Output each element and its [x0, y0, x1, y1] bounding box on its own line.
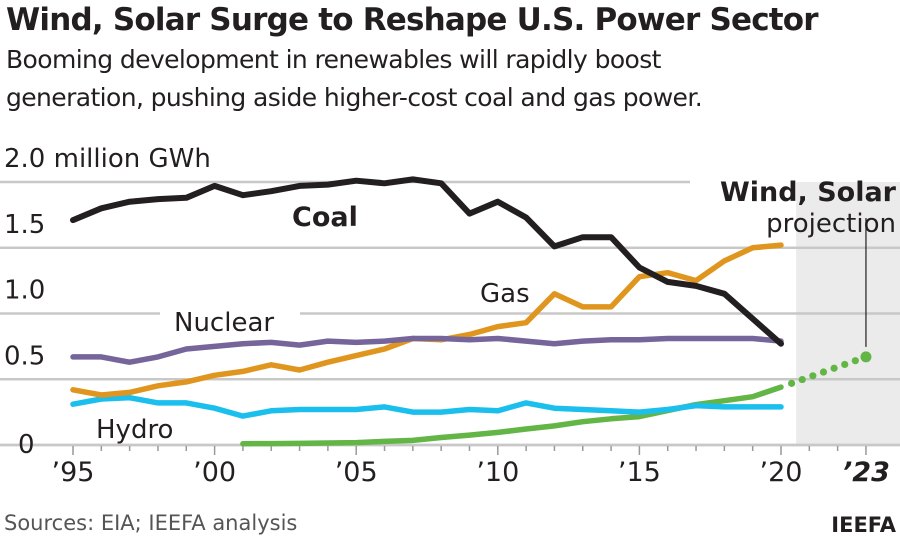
y-axis-labels: 0 0.5 1.0 1.5 2.0 million GWh — [4, 144, 211, 460]
y-tick-label: 2.0 million GWh — [4, 144, 211, 174]
x-tick-label: ’95 — [52, 457, 95, 488]
projection-dot — [819, 368, 828, 376]
series-line-nuclear — [70, 335, 784, 365]
projection-dot — [841, 360, 849, 369]
projection-endpoint — [860, 351, 872, 363]
y-tick-label: 1.0 — [4, 276, 45, 306]
chart-subtitle-line-1: Booming development in renewables will r… — [6, 45, 661, 74]
chart-subtitle-line-2: generation, pushing aside higher-cost co… — [6, 83, 703, 112]
x-tick-label: ’23 — [842, 457, 890, 488]
x-tick-label: ’10 — [476, 457, 519, 488]
projection-dot — [788, 379, 796, 387]
projection-label-bold: Wind, Solar — [720, 177, 897, 208]
y-tick-label: 1.5 — [4, 210, 45, 240]
x-tick-label: ’00 — [193, 457, 236, 488]
series-label-coal: Coal — [292, 202, 358, 233]
series-line-hydro — [70, 394, 784, 419]
series-label-gas: Gas — [480, 279, 530, 309]
projection-dot — [798, 375, 806, 384]
y-tick-label: 0 — [18, 430, 35, 460]
x-axis-ticks — [72, 446, 867, 455]
x-tick-label: ’20 — [760, 457, 803, 488]
x-axis-labels: ’95 ’00 ’05 ’10 ’15 ’20 ’23 — [52, 457, 890, 488]
x-tick-label: ’15 — [618, 457, 661, 488]
projection-dot — [809, 372, 817, 380]
x-tick-label: ’05 — [335, 457, 378, 488]
series-label-nuclear: Nuclear — [174, 308, 274, 338]
projection-dot — [851, 357, 859, 365]
source-note: Sources: EIA; IEEFA analysis — [4, 511, 297, 535]
chart-title: Wind, Solar Surge to Reshape U.S. Power … — [6, 2, 819, 38]
series-line-wind_solar — [240, 384, 784, 447]
y-tick-label: 0.5 — [4, 341, 45, 371]
series-lines — [70, 176, 872, 447]
projection-label: projection — [766, 209, 896, 239]
series-label-hydro: Hydro — [96, 415, 173, 445]
series-line-coal — [70, 176, 784, 347]
projection-dot — [830, 364, 838, 372]
credit: IEEFA — [831, 513, 896, 537]
